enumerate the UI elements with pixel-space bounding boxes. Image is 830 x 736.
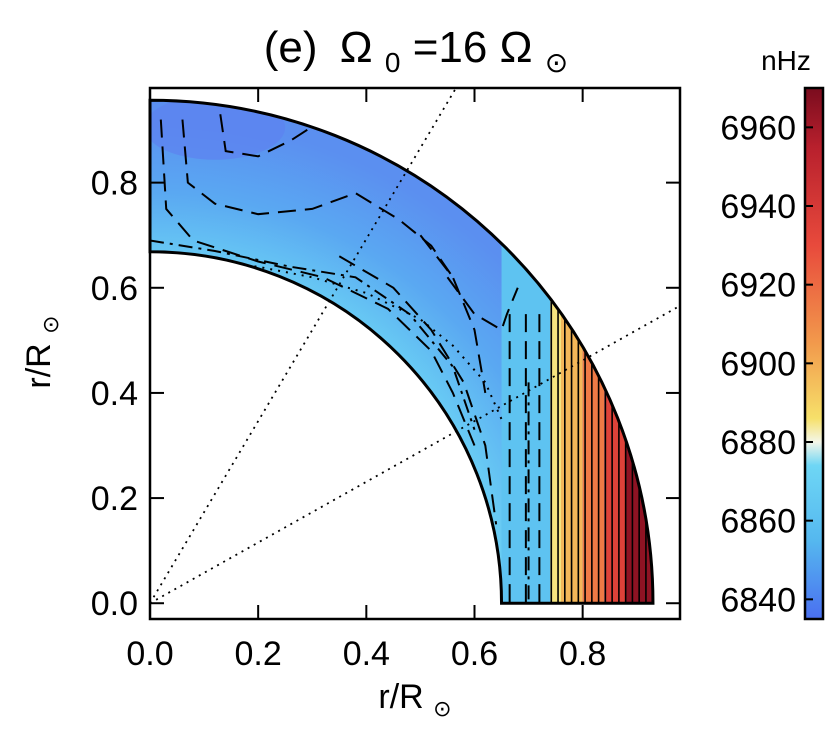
x-tick-label: 0.2 bbox=[235, 635, 282, 673]
x-axis-label-main: r/R bbox=[378, 678, 423, 716]
x-tick-label: 0.6 bbox=[451, 635, 498, 673]
colorbar-tick-label: 6880 bbox=[720, 424, 796, 462]
y-tick-label: 0.6 bbox=[91, 270, 138, 308]
x-tick-label: 0.4 bbox=[343, 635, 390, 673]
shell-outline bbox=[148, 98, 655, 605]
dashed-contour-3 bbox=[338, 255, 498, 525]
dashed-contour-0 bbox=[219, 114, 324, 158]
dashed-contour-4 bbox=[446, 276, 519, 332]
y-tick-label: 0.4 bbox=[91, 375, 138, 413]
colorbar-tick-label: 6840 bbox=[720, 581, 796, 619]
plot-frame bbox=[148, 86, 682, 621]
latitude-guide-30 bbox=[150, 304, 680, 605]
y-tick-label: 0.0 bbox=[91, 585, 138, 623]
shell-fill-group bbox=[150, 100, 653, 604]
colorbar-unit: nHz bbox=[761, 45, 811, 76]
tangent-cylinder-line bbox=[198, 260, 503, 420]
title-prefix: (e) bbox=[264, 23, 318, 72]
x-tick-label: 0.8 bbox=[559, 635, 606, 673]
title-omega: Ω bbox=[340, 23, 373, 72]
colorbar-gradient bbox=[803, 86, 825, 621]
colorbar-tick-label: 6860 bbox=[720, 503, 796, 541]
colorbar-tick-label: 6940 bbox=[720, 188, 796, 226]
x-axis-label: r/R ⊙ bbox=[378, 678, 451, 721]
chart-title: (e) Ω 0 =16 Ω ⊙ bbox=[264, 23, 568, 82]
axis-ticks: 0.0 0.2 0.4 0.6 0.8 0.0 0.2 0.4 0.6 0.8 bbox=[91, 88, 680, 673]
y-tick-label: 0.8 bbox=[91, 165, 138, 203]
dashed-contour-5 bbox=[419, 234, 487, 394]
colorbar-tick-label: 6900 bbox=[720, 345, 796, 383]
latitude-guides bbox=[150, 88, 680, 605]
title-equals: =16 bbox=[413, 23, 488, 72]
x-tick-label: 0.0 bbox=[126, 635, 173, 673]
title-sun-subscript: ⊙ bbox=[545, 47, 568, 78]
y-axis-label-sun: ⊙ bbox=[38, 315, 63, 333]
dashed-contour-1 bbox=[181, 119, 454, 278]
colorbar-ticks: 6840 6860 6880 6900 6920 6940 6960 bbox=[720, 109, 813, 619]
dashdot-contour-upper bbox=[150, 239, 476, 431]
title-omega-sun: Ω bbox=[500, 23, 533, 72]
title-subscript: 0 bbox=[385, 47, 401, 78]
equatorial-band-4 bbox=[604, 100, 626, 604]
y-tick-label: 0.2 bbox=[91, 480, 138, 518]
colorbar-tick-label: 6960 bbox=[720, 109, 796, 147]
y-axis-label-main: r/R bbox=[20, 343, 58, 388]
colorbar-tick-label: 6920 bbox=[720, 267, 796, 305]
equatorial-band-1 bbox=[550, 100, 562, 604]
x-axis-label-sun: ⊙ bbox=[433, 696, 451, 721]
equatorial-band-5 bbox=[625, 100, 653, 604]
y-axis-label: r/R ⊙ bbox=[20, 315, 63, 388]
